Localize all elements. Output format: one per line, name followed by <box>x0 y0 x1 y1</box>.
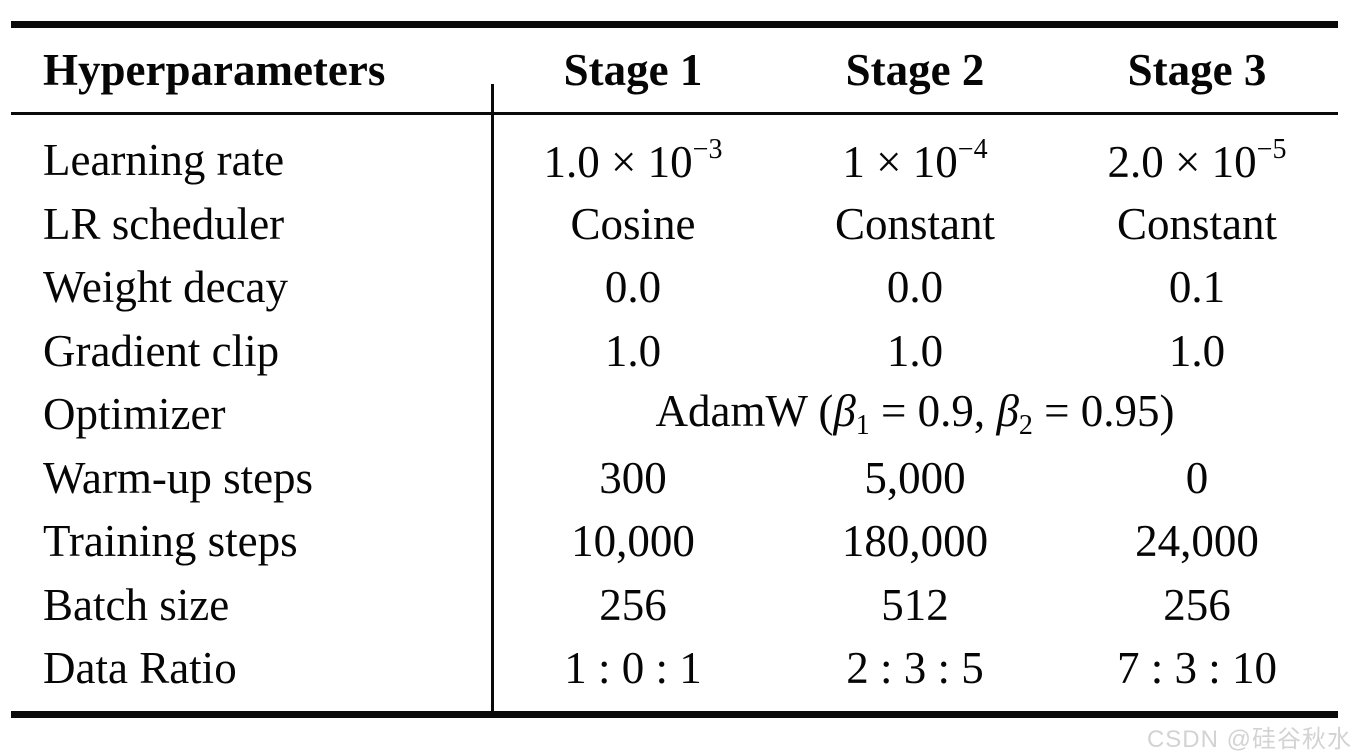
lr-base: 2.0 × 10 <box>1107 137 1257 188</box>
cell-stage3: 0.1 <box>1168 262 1226 313</box>
beta1-symbol: β <box>833 386 856 437</box>
cell-stage1: 1 : 0 : 1 <box>564 643 702 694</box>
table-row-optimizer: Optimizer AdamW (β1 = 0.9, β2 = 0.95) <box>11 383 1338 447</box>
beta1-subscript: 1 <box>855 410 870 442</box>
cell-stage1: 10,000 <box>571 516 695 567</box>
row-label: Optimizer <box>43 389 226 440</box>
cell-stage2: 2 : 3 : 5 <box>846 643 984 694</box>
cell-stage2: 512 <box>881 579 949 630</box>
lr-exponent: −3 <box>692 134 723 166</box>
csdn-watermark: CSDN @硅谷秋水 <box>1146 726 1352 753</box>
optimizer-pre: AdamW ( <box>655 386 834 437</box>
cell-stage3: 0 <box>1185 452 1209 503</box>
table-row-lr-scheduler: LR scheduler Cosine Constant Constant <box>11 193 1338 257</box>
cell-stage3: 7 : 3 : 10 <box>1116 643 1277 694</box>
table-row-data-ratio: Data Ratio 1 : 0 : 1 2 : 3 : 5 7 : 3 : 1… <box>11 637 1338 701</box>
cell-stage2: 180,000 <box>841 516 989 567</box>
row-label: Data Ratio <box>43 643 237 694</box>
table-header-rule <box>11 112 1338 115</box>
cell-stage2: 0.0 <box>886 262 944 313</box>
row-label: Warm-up steps <box>43 452 314 503</box>
table-bottom-rule <box>11 711 1338 718</box>
table-row-learning-rate: Learning rate 1.0 × 10−3 1 × 10−4 2.0 × … <box>11 129 1338 193</box>
cell-stage2: 1 × 10−4 <box>774 136 1056 185</box>
table-row-training-steps: Training steps 10,000 180,000 24,000 <box>11 510 1338 574</box>
cell-stage2: 5,000 <box>864 452 966 503</box>
cell-stage1: 0.0 <box>604 262 662 313</box>
cell-stage2: Constant <box>834 198 995 249</box>
beta2-value: = 0.95) <box>1032 386 1175 437</box>
header-stage-3: Stage 3 <box>1127 44 1267 95</box>
cell-stage1: 1.0 × 10−3 <box>492 136 774 185</box>
table-row-batch-size: Batch size 256 512 256 <box>11 574 1338 638</box>
cell-stage3: 1.0 <box>1168 325 1226 376</box>
table-row-warmup-steps: Warm-up steps 300 5,000 0 <box>11 447 1338 511</box>
cell-stage1: Cosine <box>570 198 696 249</box>
cell-stage3: 2.0 × 10−5 <box>1056 136 1338 185</box>
cell-stage1: 300 <box>599 452 667 503</box>
beta2-subscript: 2 <box>1018 410 1033 442</box>
table-body: Learning rate 1.0 × 10−3 1 × 10−4 2.0 × … <box>11 115 1338 701</box>
header-stage-1: Stage 1 <box>563 44 703 95</box>
row-label: Gradient clip <box>43 325 280 376</box>
lr-exponent: −5 <box>1256 134 1287 166</box>
row-label: Batch size <box>43 579 230 630</box>
header-stage-2: Stage 2 <box>845 44 985 95</box>
table-row-gradient-clip: Gradient clip 1.0 1.0 1.0 <box>11 320 1338 384</box>
table-top-rule <box>11 21 1338 28</box>
cell-stage2: 1.0 <box>886 325 944 376</box>
cell-stage1: 256 <box>599 579 667 630</box>
cell-stage3: 256 <box>1163 579 1231 630</box>
row-label: LR scheduler <box>43 198 285 249</box>
table-header-row: Hyperparameters Stage 1 Stage 2 Stage 3 <box>11 28 1338 112</box>
cell-optimizer-span: AdamW (β1 = 0.9, β2 = 0.95) <box>492 389 1338 440</box>
table-row-weight-decay: Weight decay 0.0 0.0 0.1 <box>11 256 1338 320</box>
table-column-divider <box>491 84 494 711</box>
lr-base: 1.0 × 10 <box>543 137 693 188</box>
row-label: Learning rate <box>43 135 285 186</box>
beta2-symbol: β <box>996 386 1019 437</box>
row-label: Weight decay <box>43 262 289 313</box>
cell-stage3: 24,000 <box>1135 516 1259 567</box>
beta1-value: = 0.9, <box>869 386 997 437</box>
cell-stage3: Constant <box>1116 198 1277 249</box>
cell-stage1: 1.0 <box>604 325 662 376</box>
header-hyperparameters: Hyperparameters <box>43 44 386 95</box>
row-label: Training steps <box>43 516 298 567</box>
lr-exponent: −4 <box>957 134 988 166</box>
lr-base: 1 × 10 <box>842 137 958 188</box>
